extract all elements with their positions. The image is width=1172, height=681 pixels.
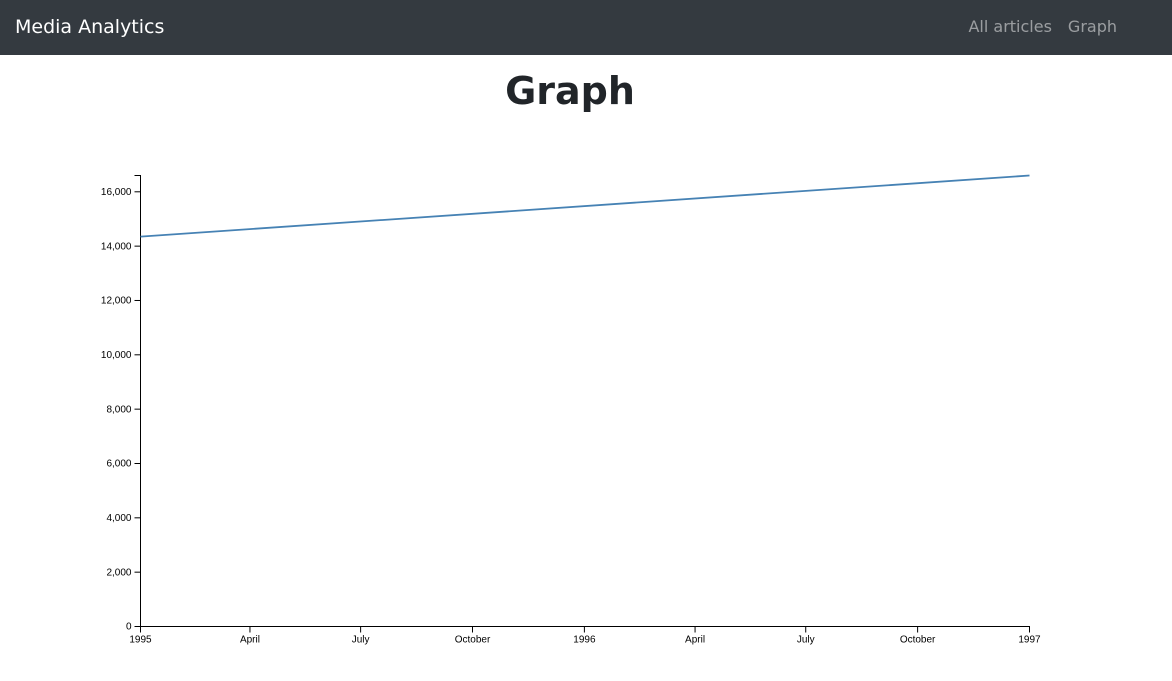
y-tick-label: 12,000 xyxy=(101,296,132,307)
x-tick-label: October xyxy=(900,635,936,646)
navbar: Media Analytics All articles Graph xyxy=(0,0,1172,55)
y-tick-label: 2,000 xyxy=(106,567,131,578)
y-tick-label: 8,000 xyxy=(106,404,131,415)
x-tick-label: April xyxy=(685,635,705,646)
y-tick-label: 14,000 xyxy=(101,241,132,252)
series-line xyxy=(140,174,1030,238)
y-tick-label: 6,000 xyxy=(106,459,131,470)
y-tick-label: 16,000 xyxy=(101,187,132,198)
x-tick-label: 1997 xyxy=(1018,635,1041,646)
nav-link-all-articles[interactable]: All articles xyxy=(968,17,1052,36)
y-tick-label: 10,000 xyxy=(101,350,132,361)
x-tick-label: April xyxy=(240,635,260,646)
y-tick-label: 4,000 xyxy=(106,513,131,524)
x-axis-domain xyxy=(140,626,1030,633)
x-tick-label: 1996 xyxy=(573,635,596,646)
x-tick-label: 1995 xyxy=(129,635,152,646)
brand-link[interactable]: Media Analytics xyxy=(15,16,165,38)
page-title: Graph xyxy=(505,69,635,113)
x-tick-label: July xyxy=(797,635,815,646)
y-tick-label: 0 xyxy=(126,622,132,633)
nav-link-graph[interactable]: Graph xyxy=(1067,17,1117,36)
nav-links: All articles Graph xyxy=(968,16,1117,38)
x-tick-label: October xyxy=(455,635,491,646)
x-tick-label: July xyxy=(352,635,370,646)
y-axis-domain xyxy=(134,175,141,627)
